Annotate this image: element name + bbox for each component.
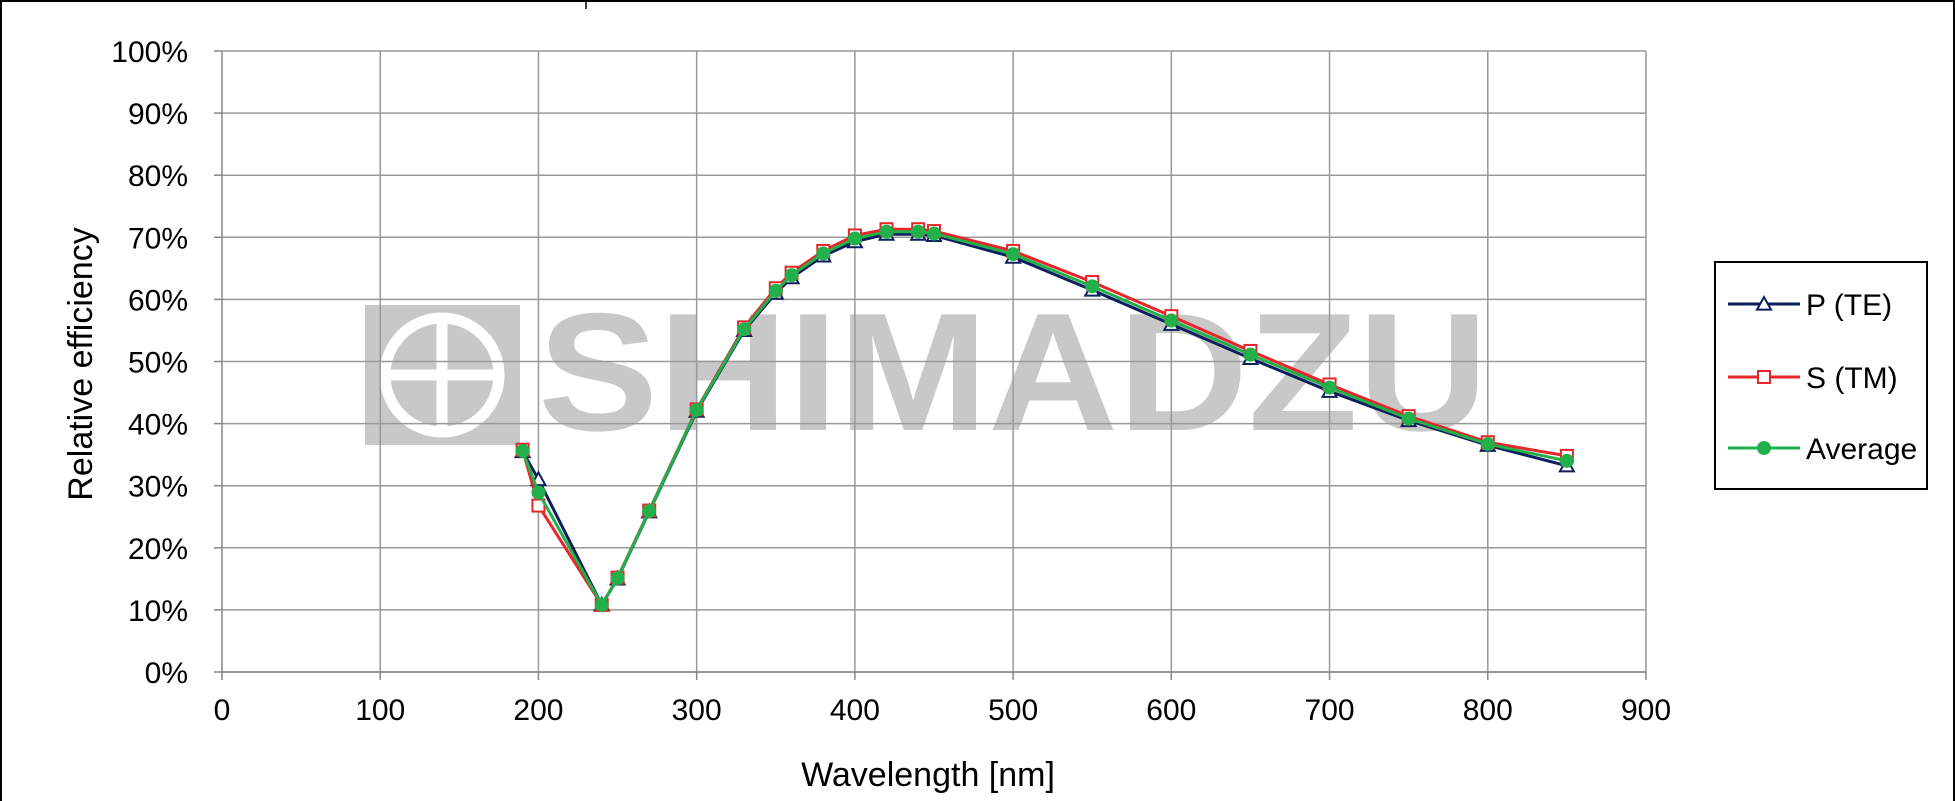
data-point-average <box>1559 453 1574 468</box>
data-point-average <box>610 571 625 586</box>
data-point-average <box>531 485 546 500</box>
data-point-average <box>1164 313 1179 328</box>
shimadzu-watermark: SHIMADZU <box>365 278 1488 466</box>
legend-swatch-marker <box>1757 370 1771 384</box>
legend-item-s-tm: S (TM) <box>1728 362 1898 395</box>
data-point-average <box>689 402 704 417</box>
x-tick-label: 0 <box>214 694 231 727</box>
data-point-average <box>816 246 831 261</box>
data-point-average <box>1401 411 1416 426</box>
data-point-average <box>784 268 799 283</box>
data-point-average <box>594 597 609 612</box>
y-axis-title: Relative efficiency <box>62 227 100 500</box>
data-point-average <box>1085 279 1100 294</box>
series-line-average <box>521 230 1568 608</box>
data-point-average <box>768 283 783 298</box>
data-point-average <box>1006 247 1021 262</box>
y-tick-label: 0% <box>145 657 188 690</box>
series-average <box>515 224 1574 612</box>
x-tick-label: 500 <box>988 694 1038 727</box>
y-tick-label: 30% <box>128 471 188 504</box>
y-tick-label: 90% <box>128 98 188 131</box>
data-point-average <box>911 224 926 239</box>
legend-swatch-marker <box>1757 441 1771 455</box>
data-point-average <box>847 231 862 246</box>
data-point-average <box>642 504 657 519</box>
legend-item-p-te: P (TE) <box>1728 289 1892 322</box>
x-tick-label: 200 <box>513 694 563 727</box>
y-tick-label: 20% <box>128 533 188 566</box>
data-point-average <box>737 322 752 337</box>
x-axis-title: Wavelength [nm] <box>801 756 1055 794</box>
data-point-average <box>1480 437 1495 452</box>
legend-label: P (TE) <box>1806 289 1892 322</box>
chart-grid <box>222 50 1647 673</box>
y-tick-label: 50% <box>128 347 188 380</box>
chart-series <box>513 222 1576 612</box>
legend-label: S (TM) <box>1806 362 1898 395</box>
y-tick-label: 60% <box>128 284 188 317</box>
y-tick-label: 80% <box>128 160 188 193</box>
x-tick-label: 300 <box>672 694 722 727</box>
y-tick-label: 10% <box>128 595 188 628</box>
data-point-average <box>879 224 894 239</box>
x-tick-label: 800 <box>1463 694 1513 727</box>
x-tick-label: 900 <box>1621 694 1671 727</box>
chart-axes: 0% 10% 20% 30% 40% 50% 60% 70% 80% 90% 100% 0 100 200… <box>111 36 1671 727</box>
data-point-average <box>927 226 941 241</box>
y-tick-label: 40% <box>128 409 188 442</box>
chart-legend: P (TE) S (TM) Average <box>1714 261 1928 490</box>
data-point-average <box>1322 380 1337 395</box>
y-tick-label: 70% <box>128 222 188 255</box>
legend-swatch-marker <box>1755 294 1773 311</box>
x-tick-label: 700 <box>1305 694 1355 727</box>
legend-item-average: Average <box>1728 433 1917 466</box>
x-tick-label: 400 <box>830 694 880 727</box>
y-tick-label: 100% <box>111 36 188 69</box>
legend-label: Average <box>1806 433 1917 466</box>
data-point-average <box>1243 347 1258 362</box>
data-point-average <box>515 443 530 458</box>
x-tick-label: 100 <box>355 694 405 727</box>
x-tick-label: 600 <box>1146 694 1196 727</box>
